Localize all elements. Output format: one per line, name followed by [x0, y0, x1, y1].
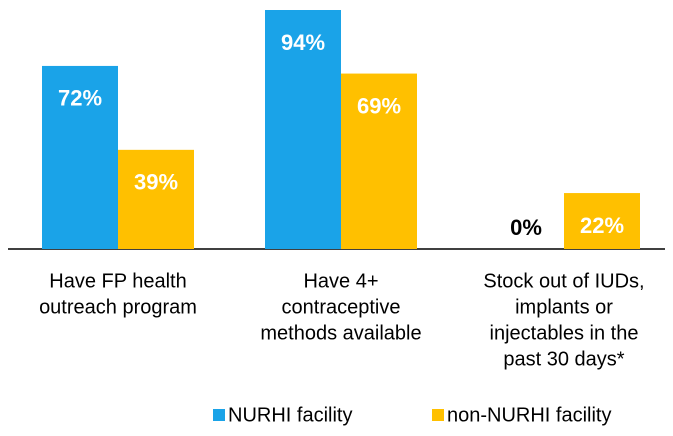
bar — [341, 73, 417, 249]
category-label: Stock out of IUDs, — [483, 270, 644, 292]
value-label: 72% — [58, 86, 102, 111]
value-label: 39% — [134, 170, 178, 195]
legend-swatch — [432, 409, 444, 421]
bar — [118, 149, 194, 249]
bar — [265, 10, 341, 249]
category-label: contraceptive — [282, 296, 401, 318]
category-label: outreach program — [39, 296, 197, 318]
bar — [564, 193, 640, 249]
bar — [42, 65, 118, 249]
category-label: methods available — [260, 322, 421, 344]
category-label: injectables in the — [490, 322, 639, 344]
legend-label: non-NURHI facility — [447, 404, 611, 426]
category-label: implants or — [515, 296, 613, 318]
category-label: Have 4+ — [303, 270, 378, 292]
value-label: 22% — [580, 213, 624, 238]
value-label: 69% — [357, 93, 401, 118]
category-label: Have FP health — [49, 270, 187, 292]
value-label: 0% — [510, 215, 542, 240]
category-label: past 30 days* — [503, 348, 624, 370]
value-label: 94% — [281, 30, 325, 55]
legend-swatch — [213, 409, 225, 421]
legend-label: NURHI facility — [228, 404, 352, 426]
